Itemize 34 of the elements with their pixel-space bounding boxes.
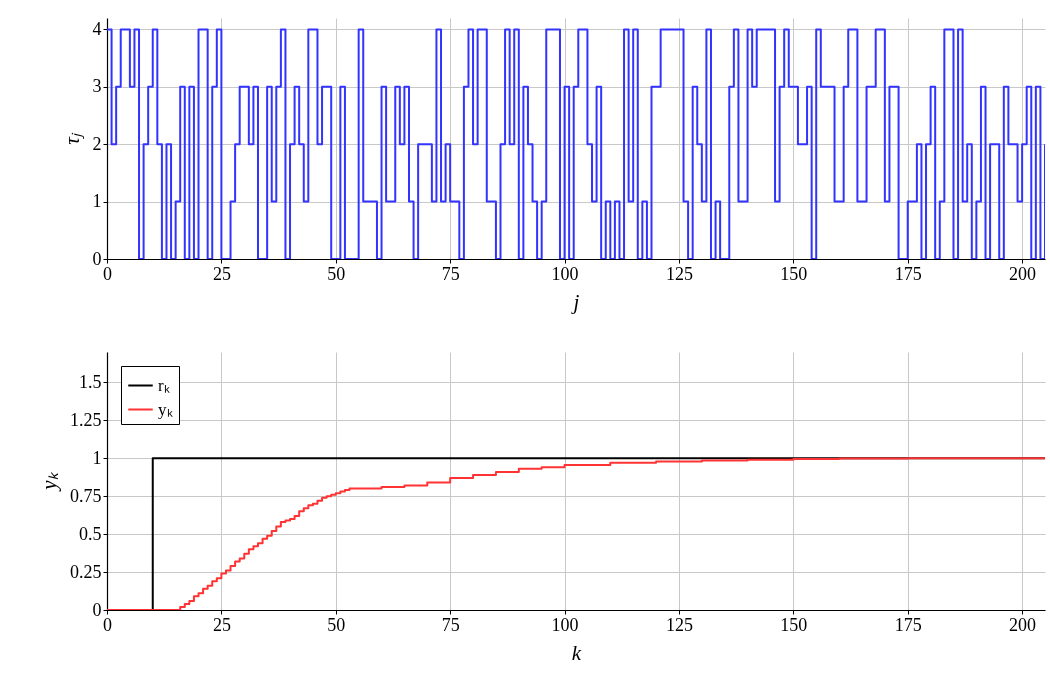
y-tick-label: 2 xyxy=(92,133,102,154)
x-tick-label: 25 xyxy=(212,614,231,635)
x-tick-label: 175 xyxy=(894,263,922,284)
y-tick-label: 1.5 xyxy=(79,371,102,392)
y-tick-label: 1.25 xyxy=(70,409,102,430)
legend-label: yₖ xyxy=(158,399,173,419)
x-tick-label: 125 xyxy=(665,263,693,284)
x-tick-label: 100 xyxy=(551,614,579,635)
x-axis-title: k xyxy=(571,640,582,665)
x-tick-label: 150 xyxy=(780,263,808,284)
x-tick-label: 175 xyxy=(894,614,922,635)
y-axis-title: yₖ xyxy=(37,471,61,492)
x-tick-label: 50 xyxy=(327,263,346,284)
y-tick-label: 0.5 xyxy=(79,523,102,544)
y-tick-label: 1 xyxy=(92,191,102,212)
x-tick-label: 150 xyxy=(780,614,808,635)
x-tick-label: 25 xyxy=(212,263,231,284)
x-tick-label: 200 xyxy=(1009,263,1037,284)
y-axis-title: τⱼ xyxy=(59,132,85,145)
x-tick-label: 125 xyxy=(665,614,693,635)
legend-label: rₖ xyxy=(158,375,170,395)
y-tick-label: 1 xyxy=(92,447,102,468)
x-tick-label: 75 xyxy=(441,614,460,635)
y-tick-label: 0 xyxy=(92,599,102,620)
x-tick-label: 200 xyxy=(1009,614,1037,635)
x-tick-label: 100 xyxy=(551,263,579,284)
y-tick-label: 4 xyxy=(92,18,102,39)
x-tick-label: 50 xyxy=(327,614,346,635)
y-tick-label: 3 xyxy=(92,76,102,97)
x-axis-title: j xyxy=(570,289,580,314)
y-tick-label: 0.25 xyxy=(70,561,102,582)
y-tick-label: 0.75 xyxy=(70,485,102,506)
x-tick-label: 75 xyxy=(441,263,460,284)
y-tick-label: 0 xyxy=(92,248,102,269)
